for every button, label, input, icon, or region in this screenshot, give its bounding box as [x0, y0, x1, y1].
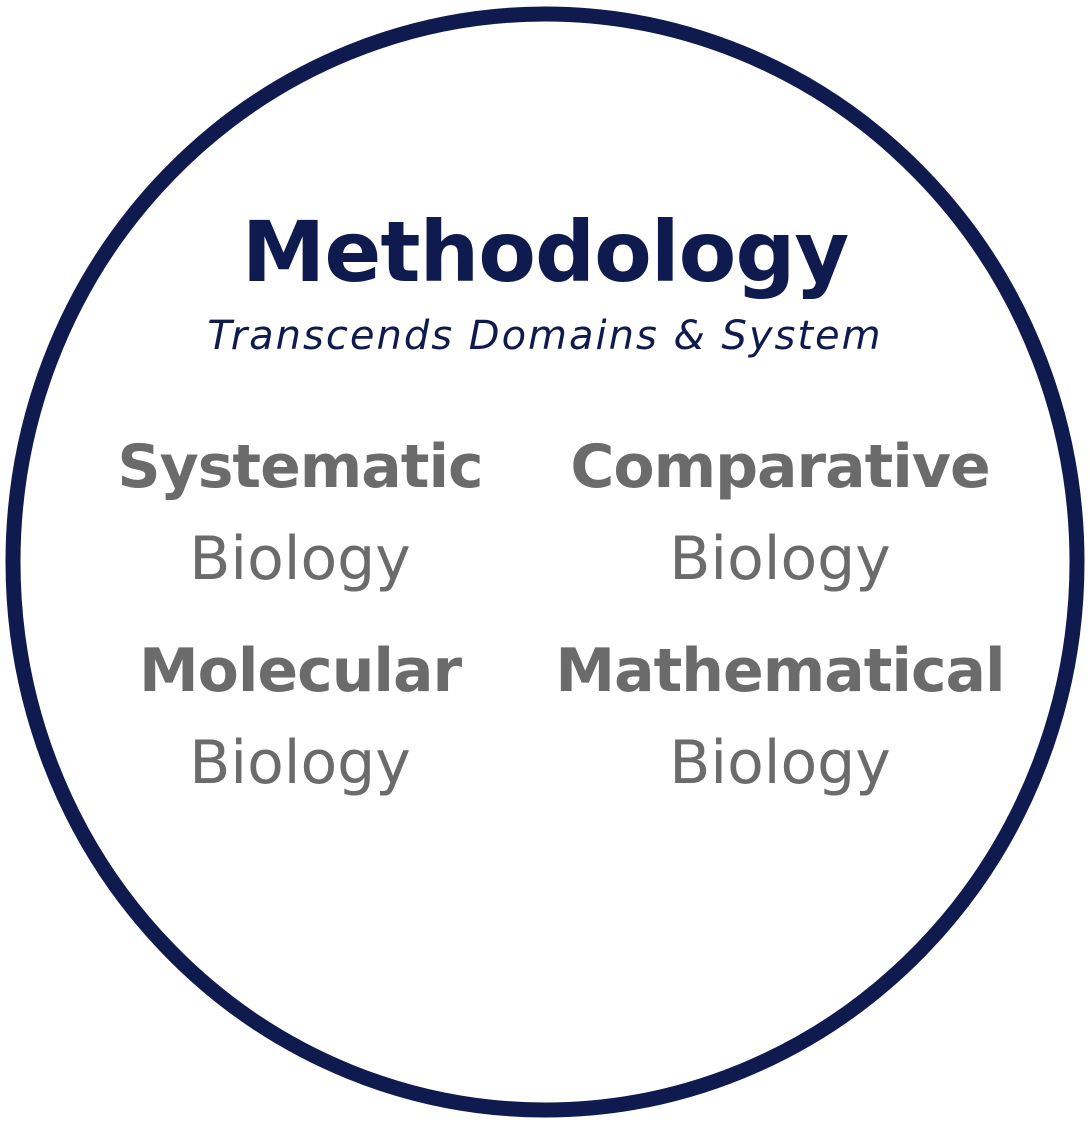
cell-heading: Molecular	[138, 636, 462, 706]
diagram-title: Methodology	[241, 203, 849, 301]
cell-comparative-biology: Comparative Biology	[510, 432, 1050, 594]
diagram-subtitle: Transcends Domains & System	[207, 313, 883, 359]
cell-mathematical-biology: Mathematical Biology	[510, 636, 1050, 798]
cell-subheading: Biology	[669, 728, 891, 798]
cell-subheading: Biology	[189, 728, 411, 798]
cell-heading: Comparative	[570, 432, 990, 502]
cell-subheading: Biology	[189, 524, 411, 594]
cell-heading: Mathematical	[555, 636, 1005, 706]
cell-heading: Systematic	[117, 432, 483, 502]
cell-systematic-biology: Systematic Biology	[70, 432, 530, 594]
cell-molecular-biology: Molecular Biology	[70, 636, 530, 798]
cell-subheading: Biology	[669, 524, 891, 594]
